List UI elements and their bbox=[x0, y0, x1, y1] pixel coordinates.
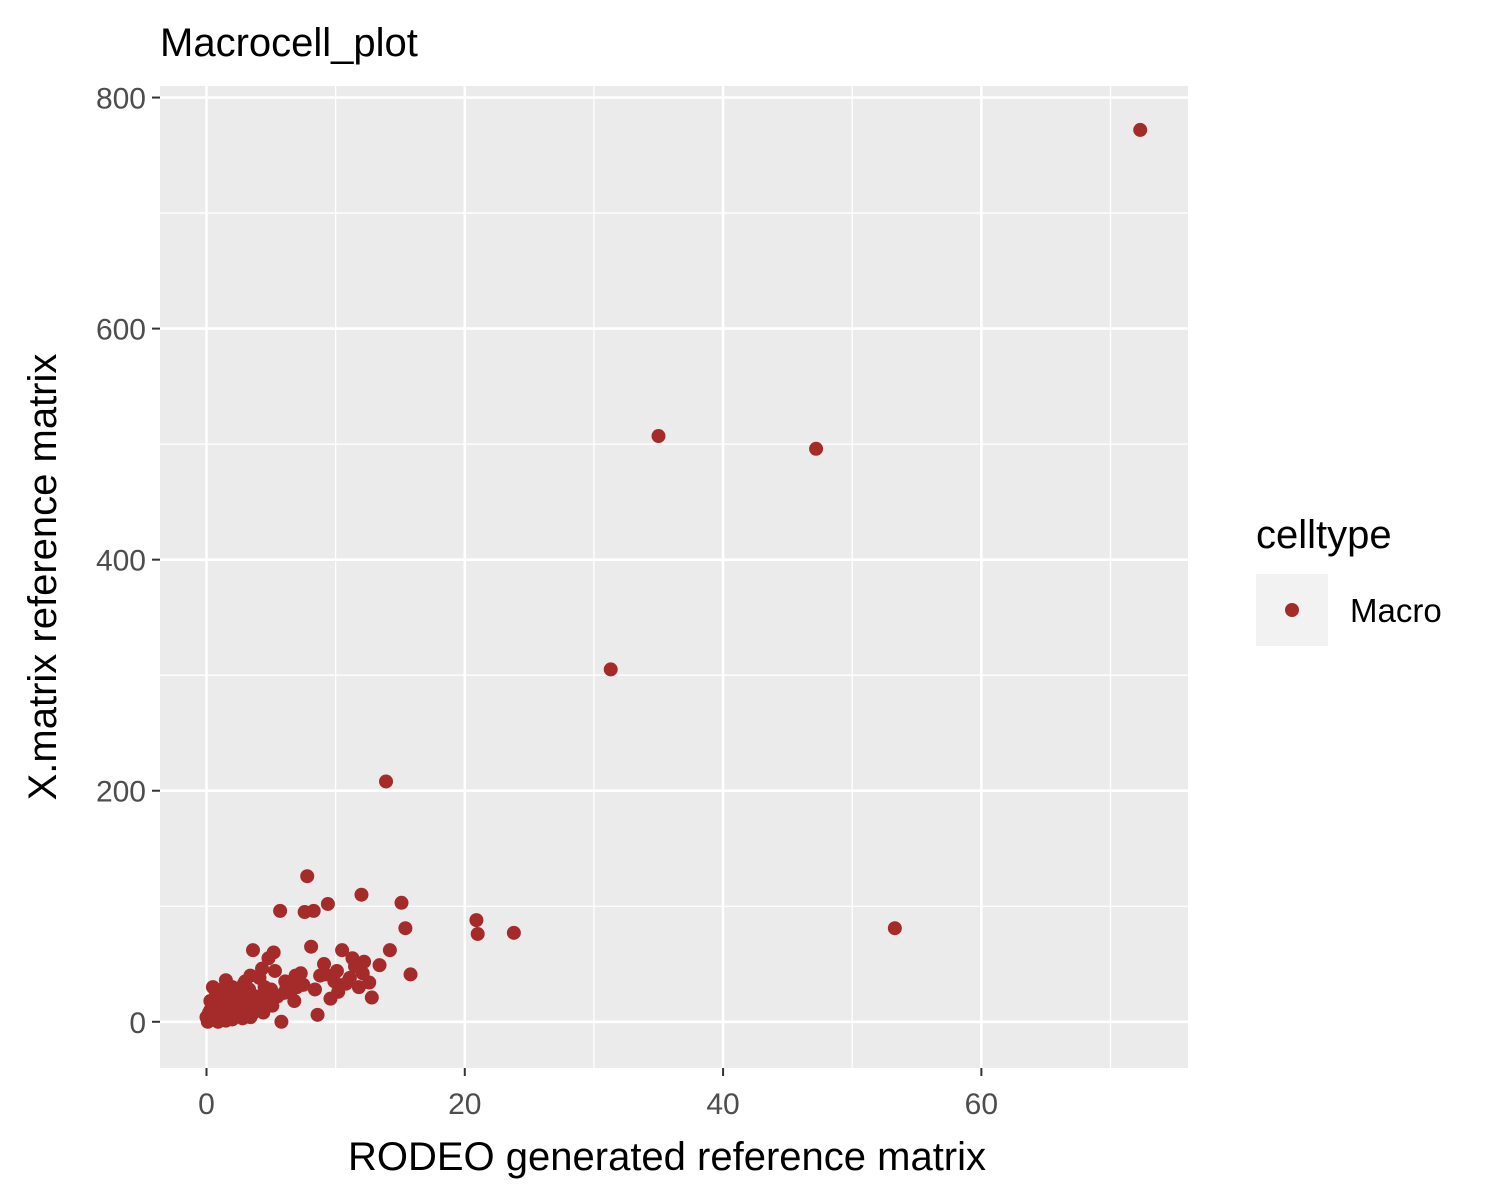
data-point bbox=[335, 943, 350, 958]
data-point bbox=[354, 887, 369, 902]
data-point bbox=[338, 976, 353, 991]
x-tick-label: 20 bbox=[448, 1088, 481, 1121]
data-point bbox=[469, 913, 484, 928]
data-point bbox=[470, 926, 485, 941]
x-axis-title: RODEO generated reference matrix bbox=[348, 1135, 986, 1179]
data-point bbox=[261, 951, 276, 966]
legend-title: celltype bbox=[1256, 513, 1392, 557]
data-point bbox=[279, 980, 294, 995]
data-point bbox=[603, 662, 618, 677]
data-point bbox=[506, 925, 521, 940]
data-point bbox=[267, 963, 282, 978]
data-point bbox=[382, 943, 397, 958]
x-tick-label: 60 bbox=[965, 1088, 998, 1121]
data-point bbox=[394, 895, 409, 910]
data-point bbox=[245, 943, 260, 958]
data-point bbox=[288, 968, 303, 983]
data-point bbox=[651, 429, 666, 444]
y-tick-label: 200 bbox=[96, 776, 146, 809]
data-point bbox=[222, 1010, 237, 1025]
data-point bbox=[307, 982, 322, 997]
data-point bbox=[256, 1005, 271, 1020]
plot-panel bbox=[160, 86, 1188, 1068]
data-point bbox=[297, 905, 312, 920]
data-point bbox=[351, 980, 366, 995]
data-point bbox=[238, 974, 253, 989]
data-point bbox=[887, 921, 902, 936]
data-point bbox=[239, 988, 254, 1003]
data-point bbox=[252, 970, 267, 985]
data-point bbox=[310, 1007, 325, 1022]
y-tick-label: 400 bbox=[96, 545, 146, 578]
data-point bbox=[236, 1004, 251, 1019]
data-point bbox=[320, 896, 335, 911]
data-point bbox=[264, 982, 279, 997]
data-point bbox=[304, 939, 319, 954]
y-tick-label: 800 bbox=[96, 83, 146, 116]
data-point bbox=[372, 958, 387, 973]
legend: celltype Macro bbox=[1256, 513, 1442, 646]
data-point bbox=[809, 441, 824, 456]
data-point bbox=[1133, 122, 1148, 137]
data-point bbox=[318, 967, 333, 982]
data-point bbox=[348, 959, 363, 974]
legend-marker bbox=[1285, 603, 1299, 617]
legend-label-macro: Macro bbox=[1350, 592, 1442, 629]
data-point bbox=[296, 977, 311, 992]
y-tick-label: 600 bbox=[96, 314, 146, 347]
y-tick-label: 0 bbox=[129, 1007, 146, 1040]
x-tick-label: 40 bbox=[706, 1088, 739, 1121]
data-point bbox=[364, 990, 379, 1005]
data-point bbox=[214, 982, 229, 997]
data-point bbox=[287, 993, 302, 1008]
data-point bbox=[273, 903, 288, 918]
y-axis-title: X.matrix reference matrix bbox=[21, 354, 65, 801]
data-point bbox=[403, 967, 418, 982]
chart-title: Macrocell_plot bbox=[160, 21, 418, 65]
data-point bbox=[300, 869, 315, 884]
x-tick-label: 0 bbox=[198, 1088, 215, 1121]
data-point bbox=[207, 1004, 222, 1019]
data-point bbox=[323, 991, 338, 1006]
data-point bbox=[274, 1014, 289, 1029]
data-point bbox=[317, 957, 332, 972]
data-point bbox=[379, 774, 394, 789]
data-point bbox=[398, 921, 413, 936]
